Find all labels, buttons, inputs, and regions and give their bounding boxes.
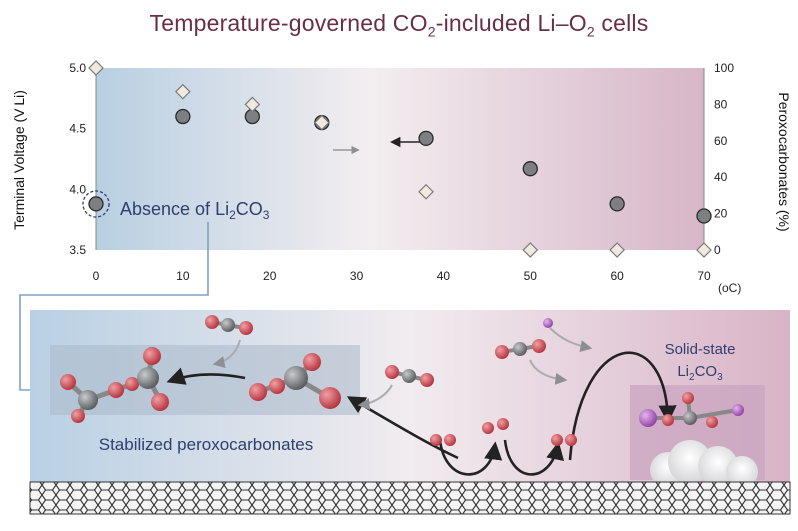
circle-point [522, 161, 538, 177]
y-right-tick-label: 100 [714, 61, 734, 75]
y-left-tick-label: 4.5 [69, 122, 86, 136]
y-right-tick-label: 80 [714, 97, 728, 111]
figure-title: Temperature-governed CO2-included Li–O2 … [149, 10, 649, 40]
diamond-point [609, 242, 625, 258]
co2-addition-arrow-2 [357, 384, 393, 411]
circle-point [696, 208, 712, 224]
x-tick-labels: 0 10 20 30 40 50 60 70 [93, 269, 711, 283]
arrow-u-turn-right [503, 439, 565, 476]
li-ion [543, 318, 553, 328]
y-right-tick-label: 0 [714, 243, 721, 257]
li2co3-deposit [650, 440, 758, 488]
circle-point [418, 130, 434, 147]
diamond-point [244, 96, 261, 113]
y-right-tick-label: 40 [714, 170, 728, 184]
co2-addition-arrow-3 [529, 359, 568, 385]
x-tick-label: 20 [263, 269, 277, 283]
co2-addition-arrow-1 [212, 339, 241, 368]
peroxocarbonate-series [88, 60, 712, 258]
x-tick-label: 50 [524, 269, 538, 283]
diamond-point [522, 242, 539, 258]
diamond-point [418, 183, 434, 200]
x-tick-label: 0 [93, 269, 100, 283]
highlight-ring [82, 190, 110, 218]
connector-line [19, 222, 209, 391]
solid-state-label-line1: Solid-state [665, 341, 736, 358]
o2-molecule-left [430, 434, 456, 446]
arrow-u-turn-left [438, 439, 503, 476]
arrow-to-solid-state [568, 351, 677, 461]
solid-state-label-line2: Li2CO3 [677, 363, 723, 383]
arrow-to-stabilized [166, 367, 246, 385]
x-tick-label: 70 [697, 269, 711, 283]
x-tick-label: 60 [610, 269, 624, 283]
x-tick-label: 40 [437, 269, 451, 283]
y-right-axis-label: Peroxocarbonates (%) [776, 92, 792, 231]
stabilized-label: Stabilized peroxocarbonates [99, 435, 314, 454]
diamond-point [88, 60, 104, 76]
diamond-point [313, 114, 330, 131]
diamond-point [175, 83, 191, 100]
x-tick-label: 10 [176, 269, 190, 283]
y-right-tick-label: 60 [714, 134, 728, 148]
diamond-point [696, 242, 712, 258]
plot-area [96, 68, 704, 250]
y-left-tick-label: 4.0 [69, 182, 86, 196]
carbon-electrode [29, 481, 791, 515]
stabilized-molecule [60, 347, 169, 423]
y-right-tick-label: 20 [714, 207, 728, 221]
x-axis-unit: (oC) [718, 281, 741, 295]
circle-point [609, 196, 625, 212]
x-tick-label: 30 [350, 269, 364, 283]
y-right-tick-labels: 0 20 40 60 80 100 [714, 61, 734, 257]
li2co3-molecule [639, 392, 744, 428]
y-left-axis-label: Terminal Voltage (V Li) [11, 90, 27, 230]
o2-molecule-center [482, 418, 509, 434]
co2-molecule-top [205, 315, 253, 335]
co2-molecule-middle [385, 365, 434, 387]
o2-molecule-right [551, 434, 577, 446]
y-left-tick-label: 3.5 [69, 243, 86, 257]
circle-point [88, 196, 104, 212]
peroxocarbonate-intermediate [249, 353, 341, 409]
absence-annotation: Absence of Li2CO3 [120, 199, 270, 222]
y-left-tick-label: 5.0 [69, 61, 86, 75]
y-left-tick-labels: 3.5 4.0 4.5 5.0 [69, 61, 86, 257]
co2-molecule-right [495, 339, 546, 359]
li-addition-arrow [549, 327, 593, 352]
circle-point [175, 108, 191, 125]
